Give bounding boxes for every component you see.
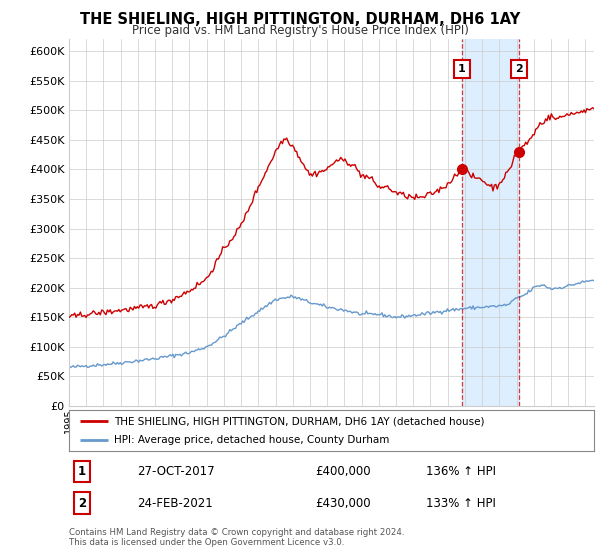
Text: 136% ↑ HPI: 136% ↑ HPI	[426, 465, 496, 478]
Text: 133% ↑ HPI: 133% ↑ HPI	[426, 497, 496, 510]
Text: THE SHIELING, HIGH PITTINGTON, DURHAM, DH6 1AY: THE SHIELING, HIGH PITTINGTON, DURHAM, D…	[80, 12, 520, 27]
Text: 1: 1	[458, 64, 466, 74]
Text: 2: 2	[78, 497, 86, 510]
Text: 27-OCT-2017: 27-OCT-2017	[137, 465, 215, 478]
Text: £400,000: £400,000	[316, 465, 371, 478]
Text: Contains HM Land Registry data © Crown copyright and database right 2024.
This d: Contains HM Land Registry data © Crown c…	[69, 528, 404, 547]
Text: THE SHIELING, HIGH PITTINGTON, DURHAM, DH6 1AY (detached house): THE SHIELING, HIGH PITTINGTON, DURHAM, D…	[113, 417, 484, 426]
Text: £430,000: £430,000	[316, 497, 371, 510]
Text: 2: 2	[515, 64, 523, 74]
Text: Price paid vs. HM Land Registry's House Price Index (HPI): Price paid vs. HM Land Registry's House …	[131, 24, 469, 36]
Text: 24-FEB-2021: 24-FEB-2021	[137, 497, 213, 510]
Text: HPI: Average price, detached house, County Durham: HPI: Average price, detached house, Coun…	[113, 435, 389, 445]
Text: 1: 1	[78, 465, 86, 478]
Bar	[462, 39, 519, 406]
